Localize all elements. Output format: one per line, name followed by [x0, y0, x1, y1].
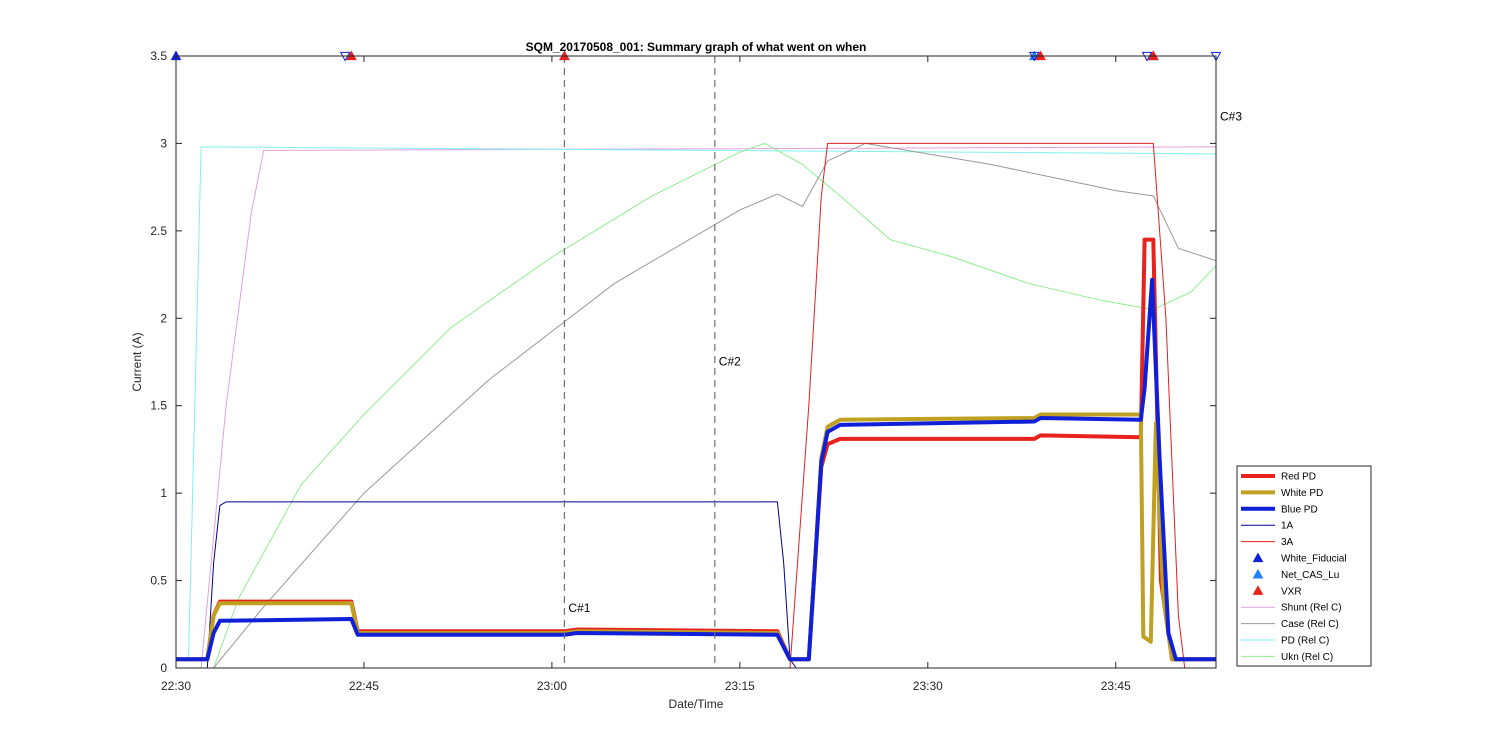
legend-label: Red PD	[1281, 472, 1316, 483]
series-line-shunt-rel-c-	[176, 146, 1216, 668]
legend-item: 1A	[1241, 521, 1294, 532]
legend-label: White_Fiducial	[1281, 554, 1347, 565]
y-tick-label: 2.5	[150, 224, 167, 238]
x-tick-label: 23:30	[913, 679, 943, 693]
legend-item: Ukn (Rel C)	[1241, 652, 1333, 663]
y-tick-label: 0.5	[150, 574, 167, 588]
legend-label: Ukn (Rel C)	[1281, 652, 1333, 663]
y-tick-label: 3.5	[150, 49, 167, 63]
x-tick-label: 23:15	[725, 679, 755, 693]
x-tick-label: 23:00	[537, 679, 567, 693]
y-tick-label: 1	[160, 486, 167, 500]
legend-label: PD (Rel C)	[1281, 636, 1329, 647]
legend-item: Blue PD	[1241, 504, 1318, 515]
plot-frame	[175, 55, 1217, 669]
legend-label: 3A	[1281, 537, 1294, 548]
chart-title: SQM_20170508_001: Summary graph of what …	[526, 40, 867, 54]
legend-item: White_Fiducial	[1252, 552, 1347, 565]
legend-label: 1A	[1281, 521, 1294, 532]
legend-label: Case (Rel C)	[1281, 619, 1339, 630]
legend-marker-swatch	[1252, 568, 1264, 579]
legend-item: White PD	[1241, 488, 1323, 499]
y-tick-label: 3	[160, 136, 167, 150]
x-tick-label: 23:45	[1101, 679, 1131, 693]
annotation-label: C#2	[719, 354, 741, 368]
legend-item: Red PD	[1241, 472, 1316, 483]
legend: Red PD White PD Blue PD 1A 3A White_Fiducial N…	[1236, 465, 1372, 667]
legend-label: VXR	[1281, 586, 1302, 597]
y-tick-label: 1.5	[150, 399, 167, 413]
x-tick-label: 22:30	[161, 679, 191, 693]
legend-label: Shunt (Rel C)	[1281, 603, 1342, 614]
y-tick-label: 0	[160, 661, 167, 675]
annotation-label: C#3	[1220, 110, 1242, 124]
series-line-1a	[176, 501, 1216, 668]
legend-item: PD (Rel C)	[1241, 636, 1329, 647]
series-line-ukn-rel-c-	[176, 142, 1216, 668]
legend-item: 3A	[1241, 537, 1294, 548]
x-axis-title: Date/Time	[669, 697, 724, 711]
legend-item: Shunt (Rel C)	[1241, 603, 1342, 614]
series-line-case-rel-c-	[176, 142, 1216, 668]
series-line-3a	[176, 142, 1216, 668]
legend-marker-swatch	[1252, 552, 1264, 563]
series-line-blue-pd	[176, 277, 1216, 662]
legend-item: Case (Rel C)	[1241, 619, 1339, 630]
y-axis-title: Current (A)	[130, 332, 144, 391]
x-tick-label: 22:45	[349, 679, 379, 693]
legend-item: Net_CAS_Lu	[1252, 568, 1339, 581]
annotation-label: C#1	[568, 601, 590, 615]
legend-label: Blue PD	[1281, 504, 1318, 515]
legend-label: Net_CAS_Lu	[1281, 570, 1339, 581]
legend-box	[1236, 465, 1372, 667]
plot-area	[176, 56, 1216, 668]
legend-marker-swatch	[1252, 585, 1264, 595]
legend-label: White PD	[1281, 488, 1323, 499]
y-tick-label: 2	[160, 311, 167, 325]
legend-item: VXR	[1252, 585, 1302, 597]
